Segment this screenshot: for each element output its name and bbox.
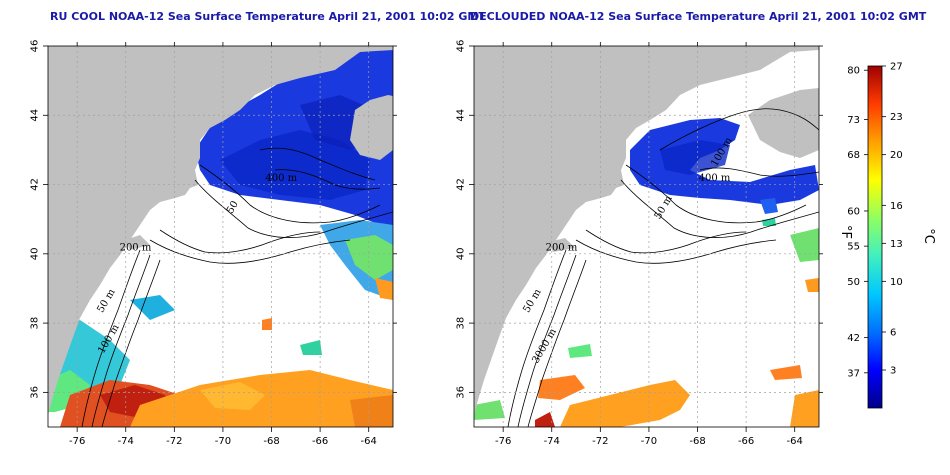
celsius-tick-label: 6 xyxy=(890,328,896,339)
right-axis-ticks: -76 -74 -72 -70 -68 -66 -64 36 38 40 42 44 46 xyxy=(456,40,823,447)
contour-line xyxy=(625,164,807,224)
y-tick-label: 40 xyxy=(456,247,467,260)
x-tick-label: -66 xyxy=(738,436,754,447)
fahrenheit-ticks: 80 73 68 60 55 50 42 37 xyxy=(847,66,868,379)
contour-label: 400 m xyxy=(699,173,731,184)
left-map-frame xyxy=(47,45,394,428)
fahrenheit-tick-label: 60 xyxy=(847,206,860,217)
x-tick-label: -68 xyxy=(689,436,705,447)
colorbar-scale xyxy=(867,65,883,409)
temperature-colorbar: 80 73 68 60 55 50 42 37 27 23 20 16 13 10 6 3 °F °C xyxy=(838,62,936,409)
celsius-unit-label: °C xyxy=(921,228,936,244)
y-tick-label: 38 xyxy=(456,317,467,330)
right-bathymetry-contours xyxy=(507,108,819,427)
y-tick-label: 36 xyxy=(30,386,41,399)
x-tick-label: -70 xyxy=(641,436,657,447)
contour-line xyxy=(585,229,747,254)
left-land-mass xyxy=(48,46,393,415)
x-tick-label: -70 xyxy=(215,436,231,447)
left-axis-ticks: -76 -74 -72 -70 -68 -66 -64 36 38 40 42 44 46 xyxy=(30,40,397,447)
fahrenheit-tick-label: 73 xyxy=(847,115,860,126)
contour-line xyxy=(507,249,567,427)
y-tick-label: 44 xyxy=(30,109,41,122)
x-tick-label: -72 xyxy=(166,436,182,447)
y-tick-label: 38 xyxy=(30,317,41,330)
contour-line xyxy=(81,249,141,427)
x-tick-label: -68 xyxy=(263,436,279,447)
y-tick-label: 42 xyxy=(456,178,467,191)
contour-line xyxy=(101,259,161,427)
left-map-title: RU COOL NOAA-12 Sea Surface Temperature … xyxy=(50,10,486,23)
celsius-tick-label: 10 xyxy=(890,277,903,288)
y-tick-label: 46 xyxy=(30,40,41,53)
celsius-tick-label: 3 xyxy=(890,366,896,377)
x-tick-label: -74 xyxy=(544,436,560,447)
fahrenheit-tick-label: 50 xyxy=(847,277,860,288)
y-tick-label: 46 xyxy=(456,40,467,53)
y-tick-label: 36 xyxy=(456,386,467,399)
contour-line xyxy=(91,254,151,427)
contour-line xyxy=(527,259,587,427)
right-lat-lon-grid xyxy=(474,46,819,427)
contour-line xyxy=(199,164,381,224)
contour-label: 200 m xyxy=(120,242,152,253)
y-tick-label: 44 xyxy=(456,109,467,122)
celsius-tick-label: 23 xyxy=(890,112,903,123)
y-tick-label: 42 xyxy=(30,178,41,191)
contour-label: 400 m xyxy=(265,173,297,184)
left-lat-lon-grid xyxy=(48,46,393,427)
celsius-tick-label: 20 xyxy=(890,150,903,161)
left-bathymetry-contours xyxy=(81,147,393,427)
fahrenheit-tick-label: 42 xyxy=(847,333,860,344)
contour-line xyxy=(517,254,577,427)
right-map-title: DECLOUDED NOAA-12 Sea Surface Temperatur… xyxy=(470,10,927,23)
y-tick-label: 40 xyxy=(30,247,41,260)
celsius-ticks: 27 23 20 16 13 10 6 3 xyxy=(882,62,903,377)
x-tick-label: -76 xyxy=(69,436,85,447)
contour-line xyxy=(699,167,819,177)
x-tick-label: -64 xyxy=(361,436,377,447)
celsius-tick-label: 13 xyxy=(890,239,903,250)
fahrenheit-tick-label: 55 xyxy=(847,242,860,253)
fahrenheit-unit-label: °F xyxy=(838,225,853,239)
x-tick-label: -72 xyxy=(592,436,608,447)
contour-label: 200 m xyxy=(546,242,578,253)
right-map-frame xyxy=(473,45,820,428)
contour-line xyxy=(159,229,321,254)
fahrenheit-tick-label: 80 xyxy=(847,66,860,77)
celsius-tick-label: 27 xyxy=(890,62,903,73)
celsius-tick-label: 16 xyxy=(890,201,903,212)
x-tick-label: -66 xyxy=(312,436,328,447)
fahrenheit-tick-label: 37 xyxy=(847,368,860,379)
x-tick-label: -64 xyxy=(787,436,803,447)
contour-line xyxy=(274,169,381,190)
contour-line xyxy=(259,147,376,181)
fahrenheit-tick-label: 68 xyxy=(847,150,860,161)
x-tick-label: -74 xyxy=(118,436,134,447)
right-land-mass xyxy=(474,46,819,415)
x-tick-label: -76 xyxy=(495,436,511,447)
